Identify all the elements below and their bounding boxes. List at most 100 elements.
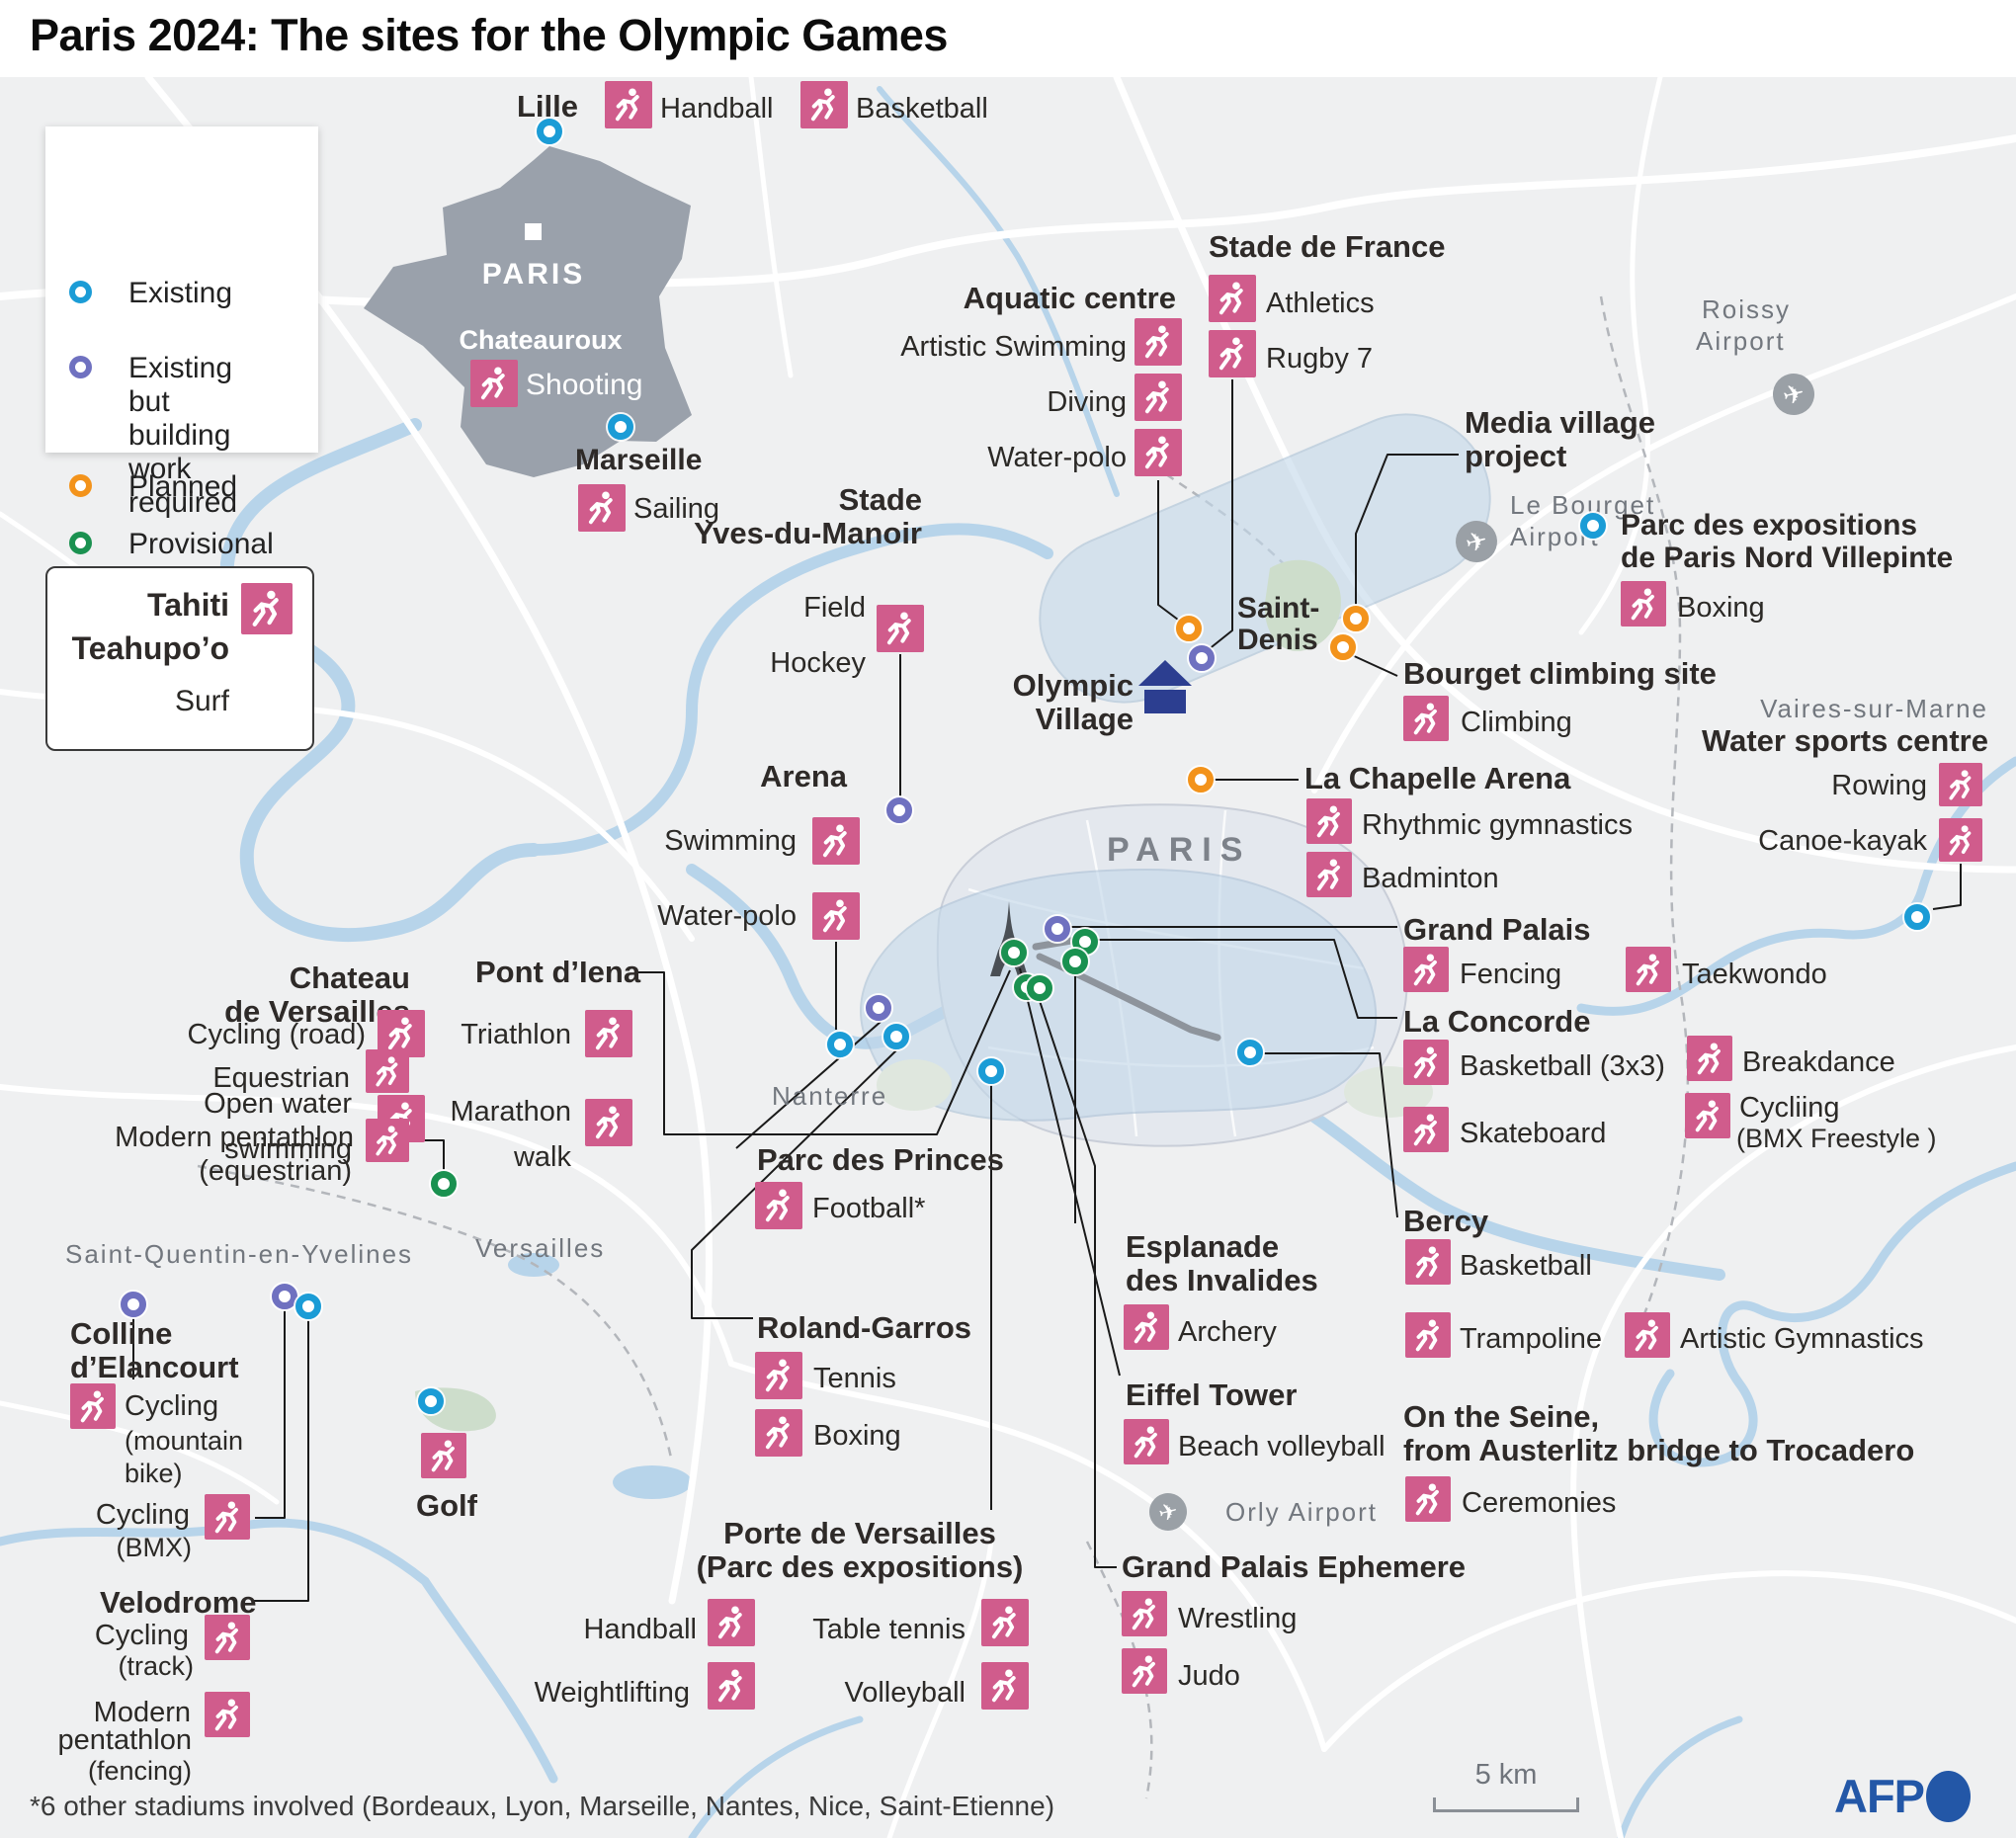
page-title: Paris 2024: The sites for the Olympic Ga…	[30, 10, 948, 60]
cycling-bmx-icon	[205, 1494, 250, 1540]
triathlon-icon	[585, 1010, 632, 1057]
canoe-kayak-icon	[1939, 818, 1982, 862]
water-polo-aquatic-label: Water-polo	[987, 442, 1127, 473]
nanterre-label: Nanterre	[772, 1081, 888, 1111]
inset-chateauroux: Chateauroux	[459, 325, 623, 355]
chateau-line1: Chateau	[289, 961, 410, 995]
marker-stade-de-france	[1189, 645, 1215, 671]
marker-villepinte	[1580, 513, 1606, 539]
wrestling-icon	[1122, 1591, 1167, 1636]
scale-bar: 5 km	[1433, 1759, 1579, 1812]
marker-bercy	[1237, 1040, 1263, 1065]
handball-lille-label: Handball	[660, 93, 774, 125]
water-polo-arena-icon	[812, 892, 860, 940]
cycling-mtb-label: Cycling	[125, 1390, 219, 1422]
marseille-label: Marseille	[575, 444, 703, 476]
artistic-swimming-label: Artistic Swimming	[900, 331, 1127, 363]
sqy-label: Saint-Quentin-en-Yvelines	[65, 1239, 414, 1269]
rhythmic-gymnastics-label: Rhythmic gymnastics	[1362, 809, 1633, 841]
parc-des-princes-label: Parc des Princes	[757, 1142, 1004, 1177]
judo-icon	[1122, 1648, 1167, 1694]
volleyball-icon	[981, 1662, 1029, 1710]
shooting-icon	[470, 360, 518, 407]
equestrian-icon	[366, 1049, 409, 1093]
modern-pentathlon-f-icon	[205, 1692, 250, 1737]
badminton-icon	[1306, 852, 1352, 897]
saint-denis-line2: Denis	[1237, 624, 1318, 656]
tahiti-line2: Teahupo’o	[71, 630, 229, 666]
modern-pentathlon-eq-icon	[366, 1119, 409, 1162]
basketball-lille-label: Basketball	[856, 93, 988, 125]
canoe-kayak-label: Canoe-kayak	[1758, 825, 1927, 857]
rowing-label: Rowing	[1831, 770, 1927, 801]
sailing-icon	[578, 484, 626, 532]
planned-marker-icon	[69, 474, 92, 497]
cycling-mtb-line2: (mountain	[125, 1426, 244, 1456]
olympic-village-line1: Olympic	[1012, 668, 1134, 703]
orly-label: Orly Airport	[1225, 1497, 1379, 1527]
legend-label: Provisional	[128, 528, 274, 560]
diving-label: Diving	[1047, 386, 1127, 418]
bmx-freestyle-icon	[1685, 1093, 1730, 1138]
arena-label: Arena	[760, 759, 847, 794]
cycling-bmx-label: Cycling	[95, 1499, 190, 1531]
bercy-label: Bercy	[1403, 1204, 1489, 1238]
marker-nanterre-arena	[827, 1032, 853, 1057]
legend-label: Existing	[128, 277, 233, 309]
field-hockey-line2: Hockey	[770, 647, 866, 679]
diving-icon	[1134, 374, 1182, 421]
basketball-3x3-icon	[1403, 1040, 1449, 1085]
handball-icon	[605, 81, 652, 128]
football-icon	[755, 1182, 802, 1229]
villepinte-line1: Parc des expositions	[1621, 509, 1918, 542]
taekwondo-label: Taekwondo	[1682, 959, 1827, 990]
rowing-icon	[1939, 763, 1982, 806]
marker-lille	[537, 119, 562, 144]
legend-item-existing-work: Existing but building work required	[69, 352, 237, 519]
modern-pent-f-line3: (fencing)	[87, 1756, 192, 1786]
existing-work-marker-icon	[69, 356, 92, 378]
athletics-label: Athletics	[1266, 288, 1375, 319]
legend-item-planned: Planned	[69, 470, 237, 503]
skateboard-icon	[1403, 1107, 1449, 1152]
marathon-walk-line2: walk	[513, 1141, 571, 1173]
legend: Existing Existing but building work requ…	[45, 126, 318, 560]
tahiti-line3: Surf	[174, 685, 229, 717]
boxing-rg-label: Boxing	[813, 1420, 901, 1452]
marker-yves-du-manoir	[886, 797, 912, 823]
provisional-marker-icon	[69, 532, 92, 554]
water-polo-aquatic-icon	[1134, 429, 1182, 476]
water-sports-centre-label: Water sports centre	[1702, 723, 1988, 758]
bmx-freestyle-label: (BMX Freestyle )	[1736, 1124, 1937, 1153]
marker-velodrome	[272, 1284, 297, 1309]
beach-volleyball-label: Beach volleyball	[1178, 1431, 1386, 1462]
saint-denis-line1: Saint-	[1237, 592, 1320, 625]
badminton-label: Badminton	[1362, 863, 1499, 894]
olympic-village-line2: Village	[1035, 702, 1134, 736]
bourget-climbing-label: Bourget climbing site	[1403, 656, 1717, 691]
table-tennis-label: Table tennis	[812, 1614, 966, 1645]
marker-media-village-1	[1343, 606, 1369, 631]
media-village-line1: Media village	[1465, 405, 1655, 440]
weightlifting-icon	[708, 1662, 755, 1710]
boxing-villepinte-label: Boxing	[1677, 592, 1765, 624]
marker-marseille	[608, 414, 633, 440]
paris-label: PARIS	[1107, 831, 1252, 869]
golf-icon	[421, 1433, 466, 1478]
esplanade-line1: Esplanade	[1126, 1229, 1280, 1264]
media-village-line2: project	[1465, 439, 1567, 473]
artistic-swimming-icon	[1134, 318, 1182, 366]
climbing-icon	[1403, 696, 1449, 741]
cycliing-bmx-label: Cycliing	[1739, 1092, 1840, 1124]
grand-palais-label: Grand Palais	[1403, 912, 1591, 947]
judo-label: Judo	[1178, 1660, 1240, 1692]
cycling-track-line2: (track)	[118, 1651, 195, 1681]
marker-roland-garros	[883, 1024, 909, 1049]
cycling-track-label: Cycling	[94, 1620, 189, 1651]
tennis-label: Tennis	[813, 1363, 896, 1394]
la-chapelle-label: La Chapelle Arena	[1304, 761, 1571, 795]
trampoline-label: Trampoline	[1460, 1323, 1602, 1355]
triathlon-label: Triathlon	[461, 1019, 571, 1050]
legend-item-provisional: Provisional	[69, 528, 274, 560]
yves-du-manoir-line2: Yves-du-Manoir	[694, 516, 922, 550]
